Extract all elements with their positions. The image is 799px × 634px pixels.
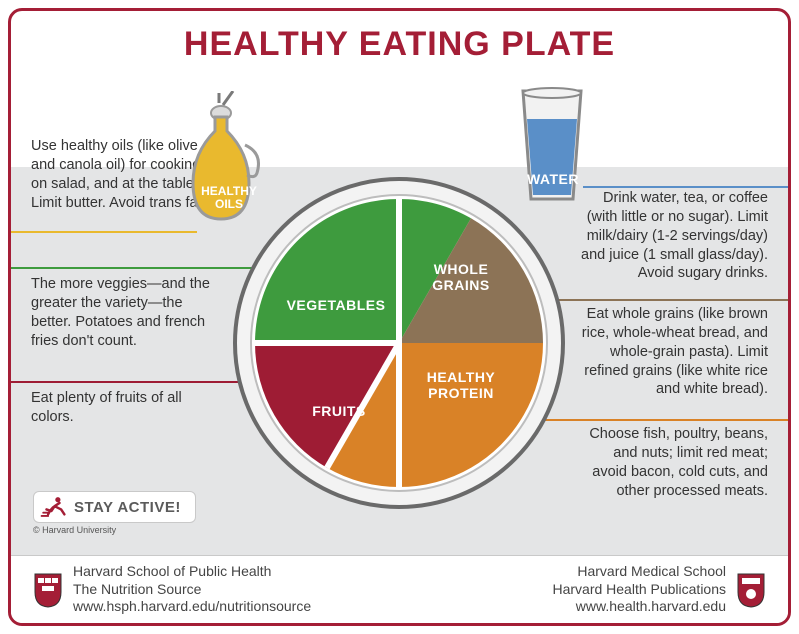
main-title: HEALTHY EATING PLATE	[11, 25, 788, 64]
oils-label: HEALTHY OILS	[199, 185, 259, 211]
plate-svg	[233, 177, 565, 509]
runner-icon	[40, 496, 66, 518]
plate	[233, 177, 565, 509]
harvard-shield-left-icon	[33, 572, 63, 608]
stay-active-badge: STAY ACTIVE!	[33, 491, 196, 523]
rule-grains	[531, 299, 788, 301]
seg-label-grains: WHOLE GRAINS	[411, 261, 511, 293]
copyright-text: © Harvard University	[33, 525, 116, 535]
footer-left-line2: The Nutrition Source	[73, 581, 311, 599]
harvard-shield-right-icon	[736, 572, 766, 608]
water-desc: Drink water, tea, or coffee (with little…	[580, 189, 768, 283]
infographic-frame: HEALTHY EATING PLATE Use healthy oils (l…	[8, 8, 791, 626]
rule-water	[583, 186, 788, 188]
footer-left-line3: www.hsph.harvard.edu/nutritionsource	[73, 598, 311, 616]
footer-right-lines: Harvard Medical School Harvard Health Pu…	[552, 563, 726, 616]
content-area: Use healthy oils (like olive and canola …	[11, 71, 788, 623]
footer-right-line3: www.health.harvard.edu	[552, 598, 726, 616]
veg-desc: The more veggies—and the greater the var…	[31, 275, 217, 350]
fruits-desc: Eat plenty of fruits of all colors.	[31, 389, 217, 427]
rule-veg	[11, 267, 261, 269]
stay-active-text: STAY ACTIVE!	[74, 499, 181, 516]
footer-left: Harvard School of Public Health The Nutr…	[33, 563, 311, 616]
footer-right-line2: Harvard Health Publications	[552, 581, 726, 599]
protein-desc: Choose fish, poultry, beans, and nuts; l…	[580, 425, 768, 500]
seg-label-vegetables: VEGETABLES	[281, 297, 391, 313]
seg-label-protein: HEALTHY PROTEIN	[411, 369, 511, 401]
seg-label-fruits: FRUITS	[299, 403, 379, 419]
footer-right: Harvard Medical School Harvard Health Pu…	[552, 563, 766, 616]
rule-oils	[11, 231, 197, 233]
footer-right-line1: Harvard Medical School	[552, 563, 726, 581]
rule-fruits	[11, 381, 271, 383]
footer: Harvard School of Public Health The Nutr…	[11, 555, 788, 623]
footer-left-lines: Harvard School of Public Health The Nutr…	[73, 563, 311, 616]
footer-left-line1: Harvard School of Public Health	[73, 563, 311, 581]
grains-desc: Eat whole grains (like brown rice, whole…	[580, 305, 768, 399]
water-label: WATER	[525, 171, 581, 187]
